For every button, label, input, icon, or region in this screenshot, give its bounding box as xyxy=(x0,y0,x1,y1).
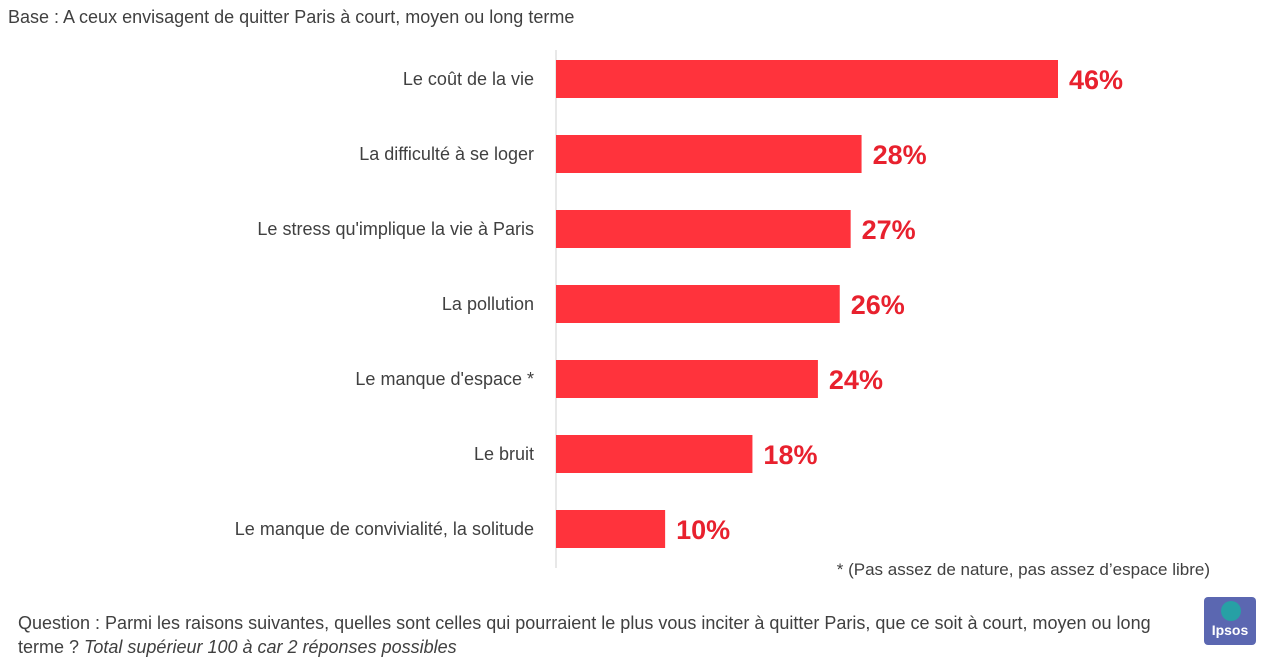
bar xyxy=(556,435,753,473)
category-label: Le manque d'espace * xyxy=(355,369,534,389)
footnote: * (Pas assez de nature, pas assez d’espa… xyxy=(836,560,1210,579)
base-note: Base : A ceux envisagent de quitter Pari… xyxy=(8,7,575,27)
logo-mark-icon xyxy=(1221,601,1241,621)
category-label: Le bruit xyxy=(474,444,534,464)
bar xyxy=(556,60,1058,98)
category-label: La pollution xyxy=(442,294,534,314)
bar xyxy=(556,210,851,248)
category-label: Le stress qu'implique la vie à Paris xyxy=(257,219,534,239)
question-main: Question : Parmi les raisons suivantes, … xyxy=(18,613,1151,657)
value-label: 24% xyxy=(829,365,883,395)
value-label: 10% xyxy=(676,515,730,545)
question-text: Question : Parmi les raisons suivantes, … xyxy=(18,611,1188,659)
value-label: 46% xyxy=(1069,65,1123,95)
value-label: 18% xyxy=(763,440,817,470)
value-label: 27% xyxy=(862,215,916,245)
question-note: Total supérieur 100 à car 2 réponses pos… xyxy=(84,637,457,657)
category-label: Le manque de convivialité, la solitude xyxy=(235,519,534,539)
category-label: La difficulté à se loger xyxy=(359,144,534,164)
bar-chart: Le coût de la vie 46% La difficulté à se l… xyxy=(235,50,1123,568)
logo-text: Ipsos xyxy=(1211,622,1249,638)
category-label: Le coût de la vie xyxy=(403,69,534,89)
value-label: 26% xyxy=(851,290,905,320)
ipsos-logo: Ipsos xyxy=(1204,597,1256,645)
bar xyxy=(556,135,862,173)
bar xyxy=(556,285,840,323)
bar xyxy=(556,360,818,398)
bar xyxy=(556,510,666,548)
value-label: 28% xyxy=(873,140,927,170)
